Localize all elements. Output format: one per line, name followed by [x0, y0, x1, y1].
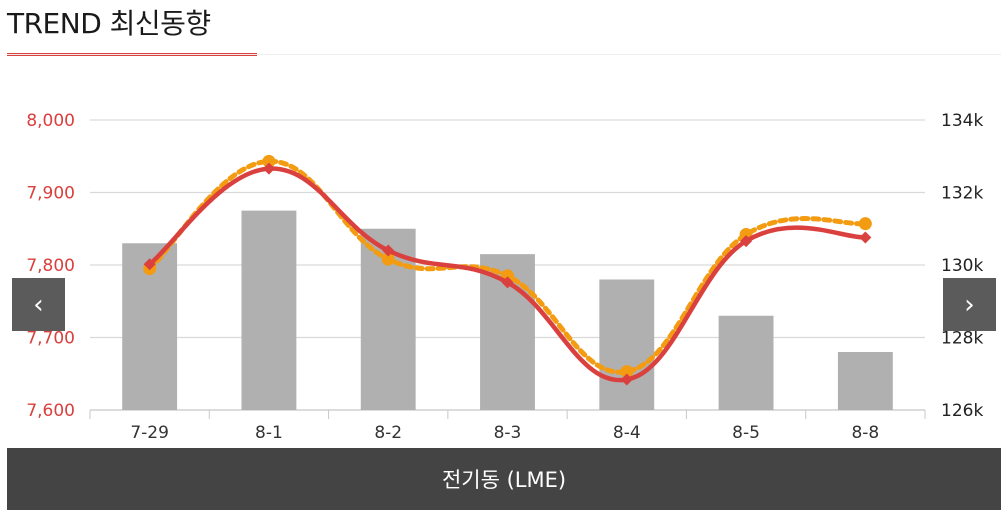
chart-caption: 전기동 (LME) [441, 468, 567, 492]
y-left-tick-label: 7,600 [26, 401, 75, 421]
data-point [620, 373, 633, 386]
data-point [381, 252, 395, 266]
data-point [859, 231, 872, 244]
y-right-tick-label: 126k [941, 401, 983, 421]
y-left-tick-label: 7,900 [26, 184, 75, 204]
data-point [262, 154, 276, 168]
data-point [740, 235, 753, 248]
bar [718, 315, 774, 410]
line-series [143, 154, 872, 386]
data-point [501, 276, 514, 289]
x-tick-label: 8-4 [613, 423, 641, 443]
y-left-tick-label: 8,000 [26, 111, 75, 131]
axis-ticks: 7,600 7,700 7,800 7,900 8,000 126k 128k 130k 132… [26, 111, 983, 443]
data-point [262, 162, 275, 175]
y-right-tick-label: 130k [941, 256, 983, 276]
chevron-right-icon: › [964, 289, 975, 320]
data-point [382, 244, 395, 257]
page-title: TREND 최신동향 [7, 7, 211, 40]
x-tick-label: 7-29 [130, 423, 169, 443]
bar [837, 352, 893, 410]
x-tick-label: 8-8 [851, 423, 879, 443]
y-left-tick-label: 7,800 [26, 256, 75, 276]
trend-chart: 7,600 7,700 7,800 7,900 8,000 126k 128k 130k 132… [26, 111, 983, 443]
title-divider [7, 54, 1001, 55]
chart-caption-bar[interactable]: 전기동 (LME) [7, 448, 1001, 510]
x-tick-label: 8-2 [374, 423, 402, 443]
next-button[interactable]: › [943, 278, 996, 331]
chevron-left-icon: ‹ [33, 289, 44, 320]
data-point [620, 365, 634, 379]
y-right-tick-label: 128k [941, 329, 983, 349]
prev-button[interactable]: ‹ [12, 278, 65, 331]
data-point [143, 258, 156, 271]
data-point [858, 217, 872, 231]
bar [241, 210, 297, 410]
x-tick-label: 8-1 [255, 423, 283, 443]
bar-series [122, 210, 893, 410]
y-right-tick-label: 132k [941, 184, 983, 204]
bar [599, 279, 655, 410]
y-left-tick-label: 7,700 [26, 329, 75, 349]
y-right-tick-label: 134k [941, 111, 983, 131]
x-tick-label: 8-5 [732, 423, 760, 443]
x-tick-label: 8-3 [494, 423, 522, 443]
